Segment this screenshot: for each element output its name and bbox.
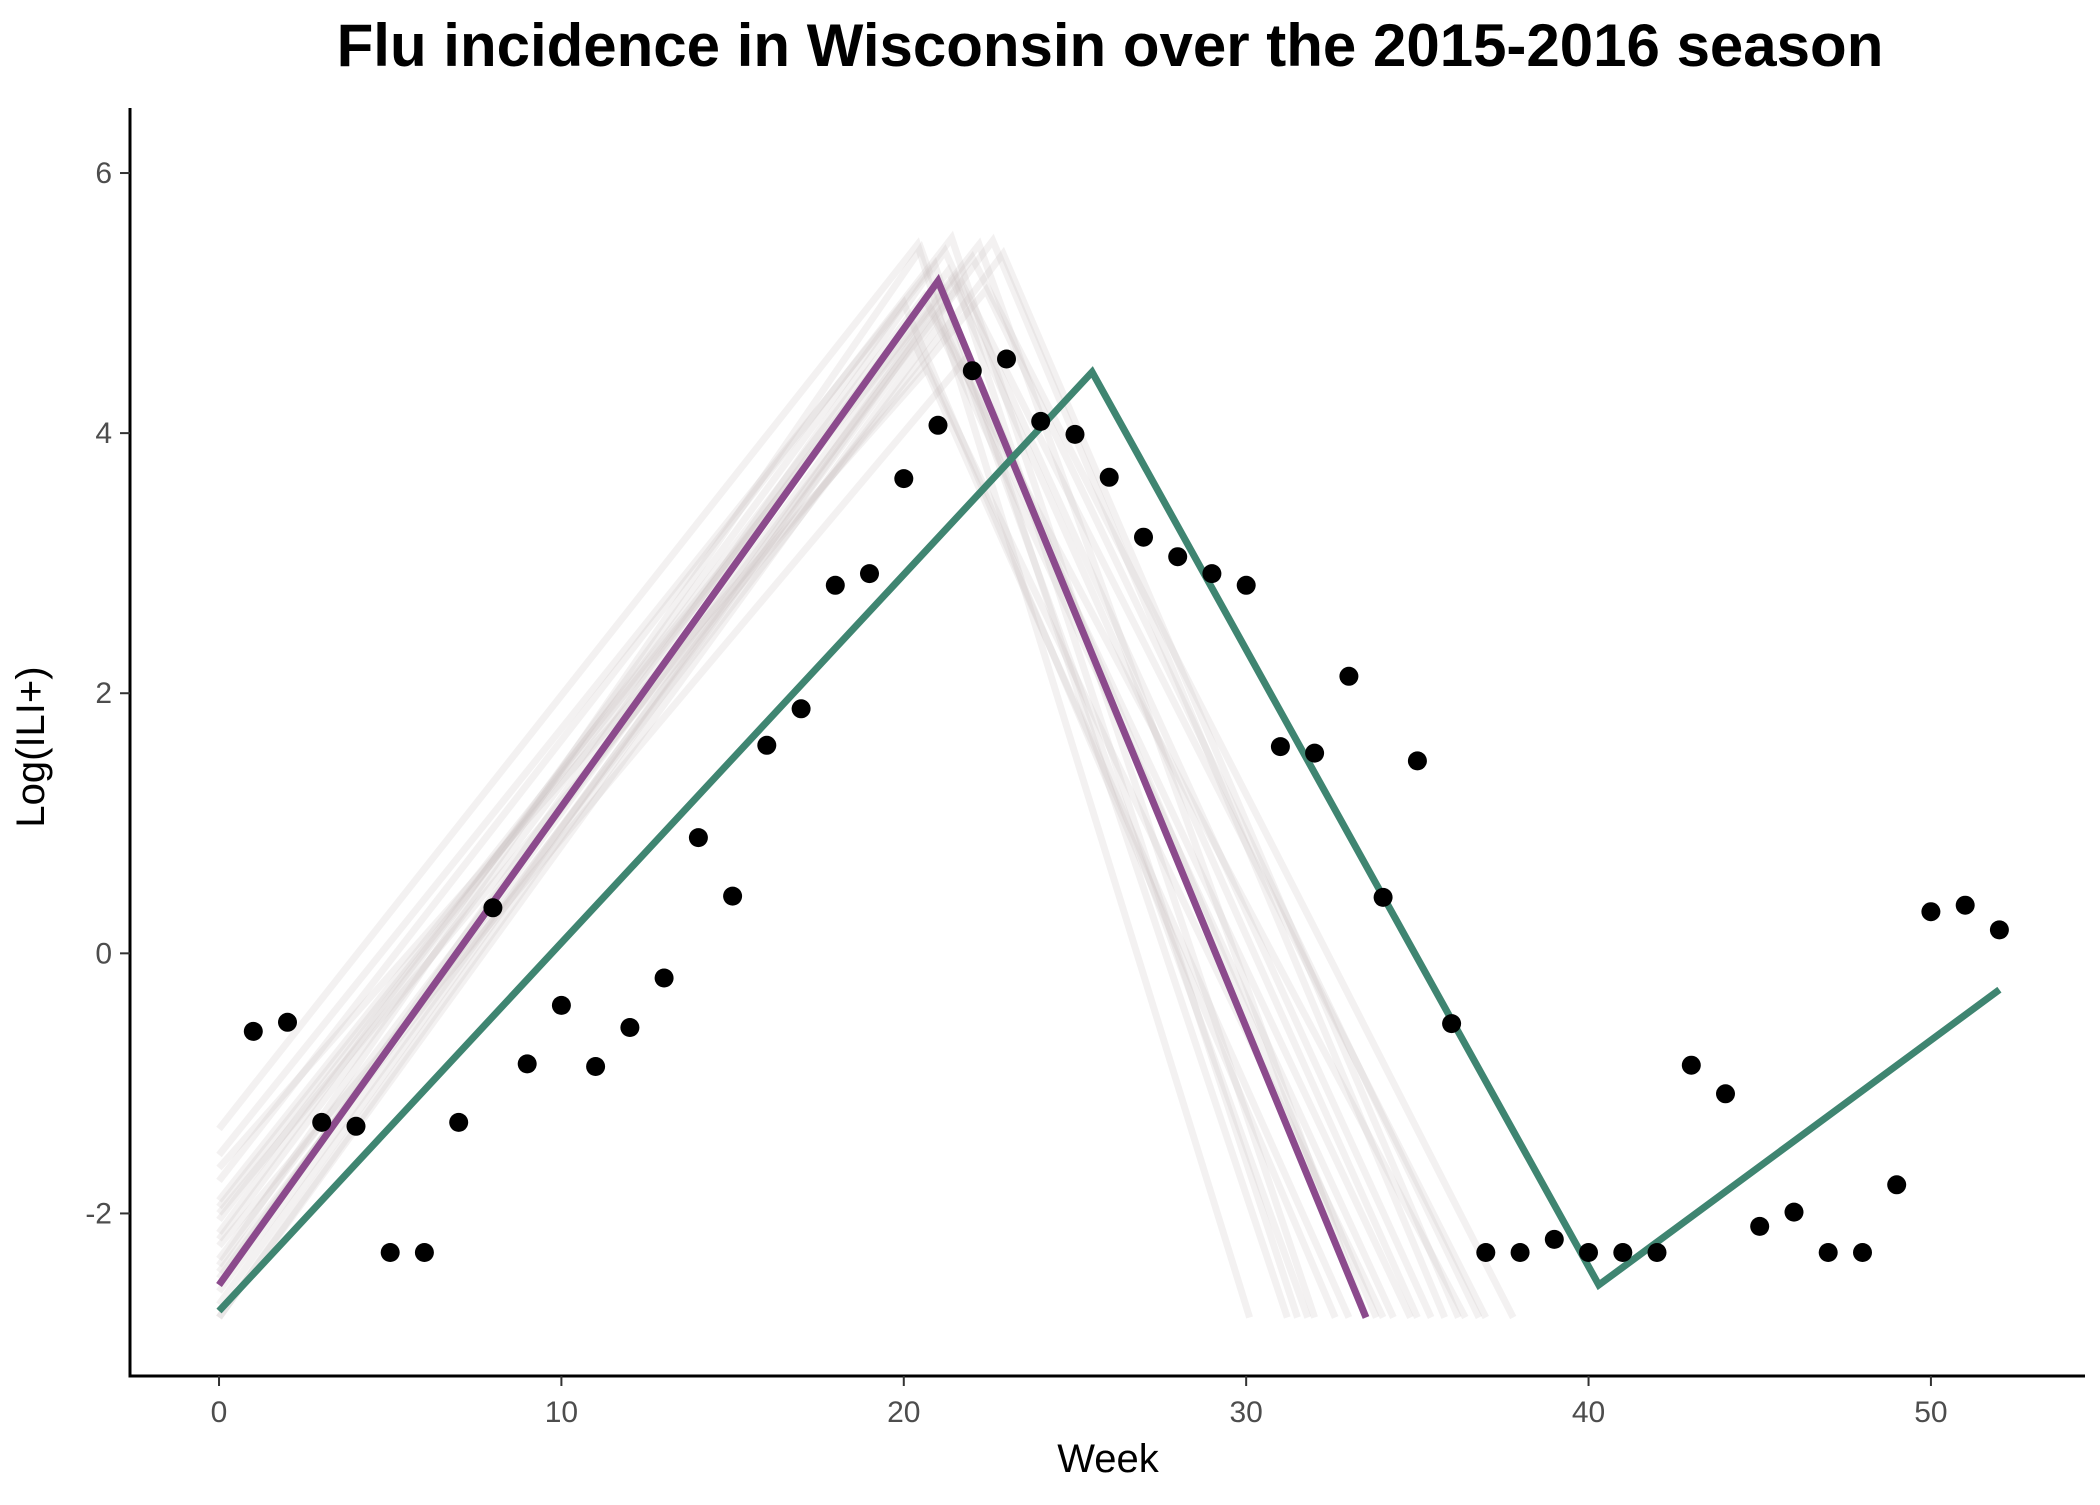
data-point-week-38 xyxy=(1510,1243,1530,1262)
x-ticks: 0 10 20 30 40 50 xyxy=(211,1376,1948,1429)
data-point-week-26 xyxy=(1099,467,1119,487)
data-point-week-6 xyxy=(414,1243,434,1262)
x-tick-label: 0 xyxy=(211,1396,228,1429)
ensemble-curve-15 xyxy=(216,246,1462,1319)
data-point-week-42 xyxy=(1647,1243,1667,1262)
data-point-week-25 xyxy=(1065,424,1085,444)
data-point-week-1 xyxy=(243,1021,263,1041)
y-axis-label: Log(ILI+) xyxy=(9,666,53,827)
x-tick-label: 50 xyxy=(1914,1396,1947,1429)
data-point-week-16 xyxy=(757,735,777,755)
data-point-week-15 xyxy=(723,886,743,906)
data-point-week-4 xyxy=(346,1116,366,1136)
data-point-week-12 xyxy=(620,1018,640,1037)
data-point-week-49 xyxy=(1887,1175,1907,1195)
y-ticks: -2 0 2 4 6 xyxy=(85,157,130,1230)
data-point-week-39 xyxy=(1544,1229,1564,1249)
data-point-week-40 xyxy=(1579,1243,1598,1262)
data-point-week-35 xyxy=(1407,751,1427,771)
data-point-week-46 xyxy=(1784,1202,1804,1222)
data-point-week-50 xyxy=(1921,902,1941,922)
green-fit-line xyxy=(216,366,2002,1314)
data-point-week-37 xyxy=(1476,1243,1496,1262)
x-tick-label: 20 xyxy=(887,1396,920,1429)
ensemble-curve-9 xyxy=(216,276,1489,1320)
data-point-week-47 xyxy=(1818,1243,1838,1262)
data-point-week-17 xyxy=(791,699,811,719)
data-point-week-10 xyxy=(551,995,571,1015)
data-point-week-21 xyxy=(928,415,948,435)
ensemble-curve-12 xyxy=(216,335,1353,1320)
ensemble-curve-1 xyxy=(216,237,1253,1319)
data-point-week-31 xyxy=(1270,737,1290,757)
data-point-week-34 xyxy=(1373,887,1393,907)
data-point-week-29 xyxy=(1202,564,1222,584)
data-point-week-5 xyxy=(380,1243,400,1262)
chart-title: Flu incidence in Wisconsin over the 2015… xyxy=(337,12,1884,79)
data-point-week-20 xyxy=(894,469,914,489)
data-point-week-48 xyxy=(1853,1243,1872,1262)
ensemble-curve-18 xyxy=(216,244,1435,1319)
y-tick-label: 6 xyxy=(95,157,112,190)
x-axis-label: Week xyxy=(1057,1437,1160,1481)
data-point-week-51 xyxy=(1955,895,1975,915)
data-point-week-9 xyxy=(517,1054,537,1074)
x-tick-label: 40 xyxy=(1572,1396,1605,1429)
y-tick-label: 2 xyxy=(95,677,112,710)
ensemble-curve-20 xyxy=(216,240,1312,1319)
data-point-week-8 xyxy=(483,898,503,918)
y-tick-label: 0 xyxy=(95,937,112,970)
data-point-week-22 xyxy=(962,361,982,381)
ensemble-curve-14 xyxy=(216,296,1339,1319)
ensemble-curve-13 xyxy=(216,269,1301,1319)
data-point-week-13 xyxy=(654,968,674,988)
data-point-week-11 xyxy=(586,1057,606,1076)
data-point-week-2 xyxy=(278,1012,297,1032)
ensemble-curve-4 xyxy=(216,237,1370,1319)
ensemble-curve-6 xyxy=(216,263,1421,1319)
ensemble-curve-10 xyxy=(216,250,1517,1320)
data-point-week-18 xyxy=(825,575,845,595)
data-point-week-19 xyxy=(860,564,879,584)
x-tick-label: 10 xyxy=(545,1396,578,1429)
data-point-week-45 xyxy=(1750,1216,1770,1236)
ensemble-curve-19 xyxy=(216,283,1483,1320)
x-tick-label: 30 xyxy=(1229,1396,1262,1429)
data-point-week-36 xyxy=(1442,1014,1462,1034)
data-point-week-14 xyxy=(688,828,708,848)
purple-fit-line xyxy=(216,273,1370,1319)
data-point-week-7 xyxy=(449,1112,469,1132)
ensemble-curve-11 xyxy=(216,315,1414,1320)
ensemble-curve-3 xyxy=(216,230,1318,1319)
y-tick-label: 4 xyxy=(95,417,112,450)
data-point-week-24 xyxy=(1031,411,1051,431)
data-point-week-30 xyxy=(1236,575,1256,595)
ensemble-curve-2 xyxy=(216,256,1291,1319)
ensemble-curve-17 xyxy=(216,361,1387,1320)
data-point-week-43 xyxy=(1681,1055,1701,1075)
data-point-week-32 xyxy=(1305,743,1325,763)
data-point-week-3 xyxy=(312,1112,332,1132)
data-point-week-27 xyxy=(1134,527,1153,547)
data-point-week-23 xyxy=(997,349,1016,369)
points-layer xyxy=(243,349,2009,1262)
data-point-week-52 xyxy=(1989,920,2009,940)
data-point-week-33 xyxy=(1339,666,1359,686)
data-point-week-28 xyxy=(1168,547,1188,567)
series-layer xyxy=(216,273,2002,1319)
data-point-week-41 xyxy=(1613,1243,1633,1262)
data-point-week-44 xyxy=(1716,1084,1735,1104)
ensemble-layer xyxy=(216,230,1517,1320)
y-tick-label: -2 xyxy=(85,1197,112,1230)
